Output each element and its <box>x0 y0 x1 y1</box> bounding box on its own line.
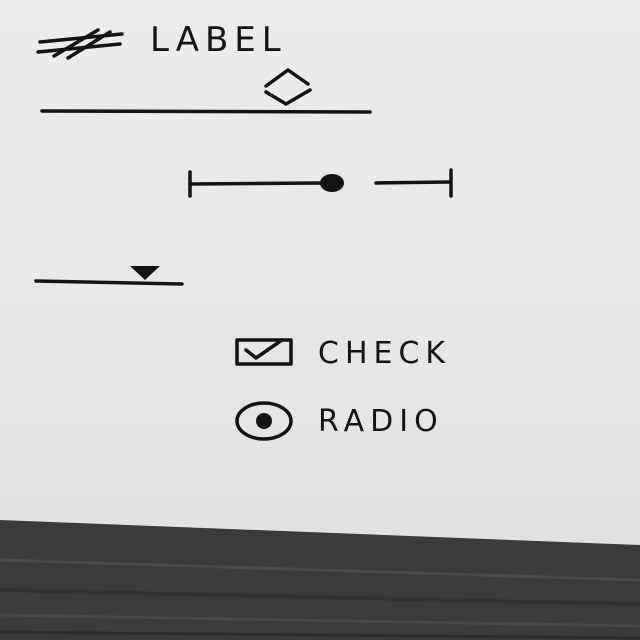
radio-dot-icon <box>256 413 272 429</box>
checkmark-icon <box>244 338 284 360</box>
text-field-underline[interactable] <box>38 106 378 116</box>
radio-label[interactable]: RADIO <box>318 404 444 439</box>
checkbox[interactable] <box>232 334 296 370</box>
dropdown-underline[interactable] <box>32 278 192 288</box>
radio-button[interactable] <box>232 398 296 444</box>
checkbox-label[interactable]: CHECK <box>318 336 452 371</box>
slider-track[interactable] <box>180 164 470 204</box>
hash-icon <box>36 28 124 60</box>
label-text: LABEL <box>150 20 287 60</box>
caret-down-icon[interactable] <box>126 262 166 286</box>
up-down-chevron-icon[interactable] <box>258 64 318 108</box>
slider-thumb[interactable] <box>312 168 352 198</box>
